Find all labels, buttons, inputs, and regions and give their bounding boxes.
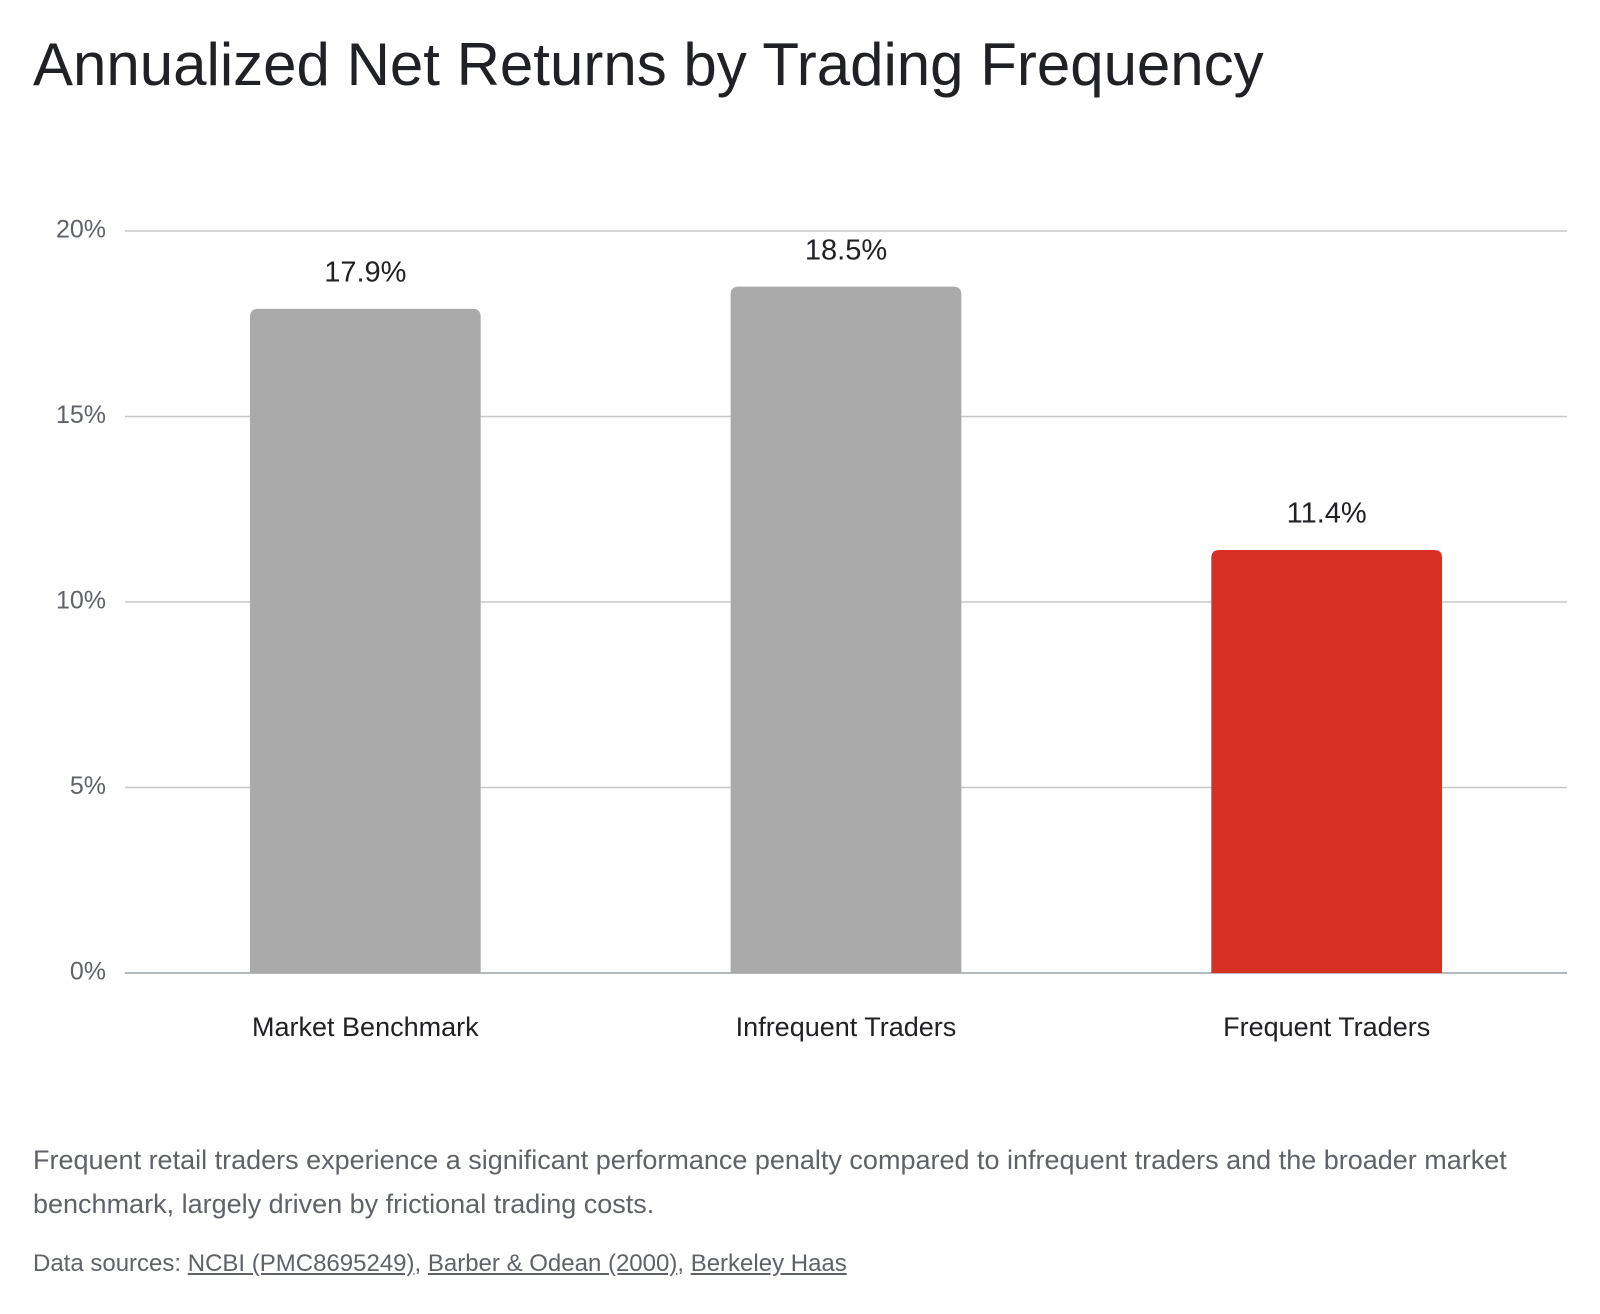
- value-label: 17.9%: [324, 257, 406, 289]
- x-tick-label: Market Benchmark: [252, 1012, 479, 1042]
- source-link[interactable]: Berkeley Haas: [690, 1250, 847, 1277]
- value-label: 11.4%: [1287, 498, 1367, 530]
- x-tick-label: Frequent Traders: [1223, 1012, 1430, 1042]
- description: Frequent retail traders experience a sig…: [33, 1145, 1507, 1219]
- bar: [249, 308, 481, 973]
- bar: [1211, 550, 1443, 973]
- chart: Annualized Net Returns by Trading Freque…: [33, 31, 1567, 1042]
- y-tick-label: 0%: [70, 958, 106, 986]
- sources-label: Data sources:: [33, 1250, 182, 1277]
- x-tick-label: Infrequent Traders: [736, 1012, 957, 1042]
- separator: ,: [414, 1250, 422, 1277]
- chart-title: Annualized Net Returns by Trading Freque…: [33, 31, 1264, 98]
- source-link[interactable]: NCBI (PMC8695249): [187, 1250, 415, 1277]
- value-label: 18.5%: [805, 234, 887, 266]
- bar: [730, 286, 962, 973]
- y-tick-label: 5%: [70, 772, 106, 800]
- y-tick-label: 20%: [56, 216, 106, 244]
- sources: Data sources: NCBI (PMC8695249), Barber …: [33, 1250, 847, 1278]
- y-tick-label: 15%: [56, 401, 106, 429]
- separator: ,: [677, 1250, 685, 1277]
- source-links: NCBI (PMC8695249), Barber & Odean (2000)…: [188, 1250, 847, 1277]
- y-tick-label: 10%: [56, 587, 106, 615]
- source-link[interactable]: Barber & Odean (2000): [427, 1250, 678, 1277]
